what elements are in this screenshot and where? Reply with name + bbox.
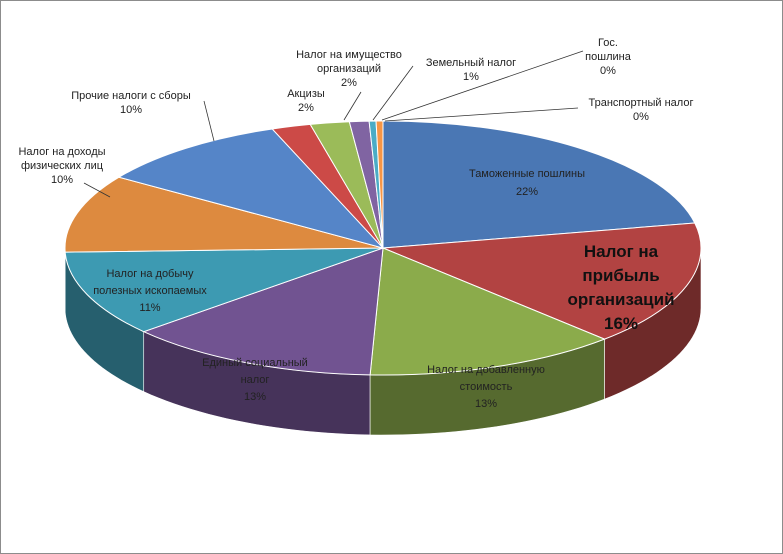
slice-label-7: Прочие налоги с сборы 10% <box>71 90 191 116</box>
slice-label-line: Транспортный налог <box>589 97 694 109</box>
leader-line-12 <box>384 107 579 122</box>
slice-label-3: Налог на добавленную стоимость 13% <box>427 364 545 410</box>
pie-slice-4 <box>142 247 384 376</box>
slice-label-line: 22% <box>516 186 538 198</box>
slice-label-line: налог <box>241 374 270 386</box>
slice-label-line: 0% <box>600 65 616 77</box>
pie-side-walls <box>64 247 702 436</box>
slice-label-line: 13% <box>244 391 266 403</box>
slice-label-line: 16% <box>604 314 638 333</box>
pie-slice-1 <box>382 120 696 249</box>
slice-label-line: полезных ископаемых <box>93 285 207 297</box>
leader-line-9 <box>343 91 362 121</box>
slice-label-line: организаций <box>567 290 674 309</box>
pie-slice-2 <box>382 222 702 340</box>
slice-label-12: Транспортный налог 0% <box>589 97 694 123</box>
slice-label-11: Гос. пошлина 0% <box>585 37 632 77</box>
slice-label-9: Налог на имущество организаций 2% <box>296 49 402 89</box>
leader-line-10 <box>372 65 414 121</box>
slice-label-line: пошлина <box>585 51 632 63</box>
pie-slice-7 <box>117 128 385 249</box>
slice-label-line: 0% <box>633 111 649 123</box>
slice-label-4: Единый социальный налог 13% <box>202 357 308 403</box>
slice-label-line: Акцизы <box>287 88 325 100</box>
leader-line-11 <box>381 50 584 121</box>
pie-top <box>64 120 702 376</box>
slice-label-line: Гос. <box>598 37 618 49</box>
pie-slice-6 <box>64 176 384 253</box>
leader-line-6 <box>83 182 111 198</box>
slice-label-line: Прочие налоги с сборы <box>71 90 191 102</box>
slice-label-6: Налог на доходы физических лиц 10% <box>18 146 105 186</box>
slice-label-line: Налог на <box>584 242 659 261</box>
slice-label-8: Акцизы 2% <box>287 88 325 114</box>
slice-label-line: стоимость <box>460 381 513 393</box>
pie-slice-3 <box>369 247 606 376</box>
slice-label-10: Земельный налог 1% <box>426 57 516 83</box>
data-labels: Таможенные пошлины 22% Налог на прибыль орга… <box>18 37 693 410</box>
slice-label-5: Налог на добычу полезных ископаемых 11% <box>93 268 207 314</box>
slice-label-line: Земельный налог <box>426 57 516 69</box>
slice-label-line: 2% <box>298 102 314 114</box>
slice-label-line: Налог на имущество <box>296 49 402 61</box>
slice-label-line: 11% <box>139 302 160 314</box>
slice-label-2: Налог на прибыль организаций 16% <box>567 242 674 333</box>
slice-label-line: 1% <box>463 71 479 83</box>
slice-label-line: 2% <box>341 77 357 89</box>
slice-label-line: организаций <box>317 63 381 75</box>
slice-label-line: 10% <box>51 174 73 186</box>
slice-label-line: Единый социальный <box>202 357 308 369</box>
pie-slice-12 <box>375 120 384 249</box>
slice-label-line: 10% <box>120 104 142 116</box>
slice-label-line: Налог на доходы <box>18 146 105 158</box>
pie-slice-5 <box>64 247 384 333</box>
slice-label-line: Таможенные пошлины <box>469 168 585 180</box>
leader-line-7 <box>203 100 215 142</box>
slice-label-1: Таможенные пошлины 22% <box>469 168 585 198</box>
slice-label-line: Налог на добавленную <box>427 364 545 376</box>
slice-label-line: физических лиц <box>21 160 104 172</box>
slice-label-line: прибыль <box>582 266 659 285</box>
slice-label-line: Налог на добычу <box>106 268 194 280</box>
slice-label-line: 13% <box>475 398 497 410</box>
